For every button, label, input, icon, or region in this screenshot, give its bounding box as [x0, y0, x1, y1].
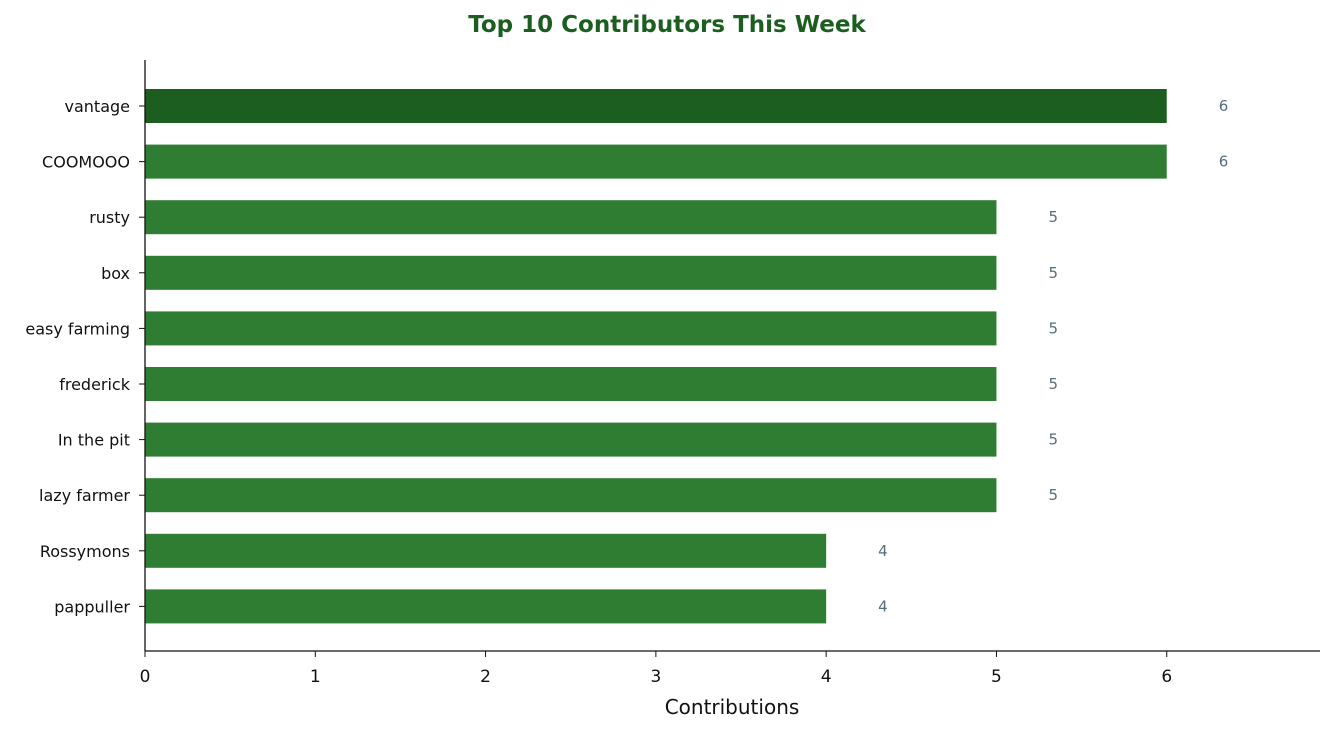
bar — [145, 311, 997, 346]
bars-layer: 6 6 5 5 5 5 5 5 4 4 — [145, 89, 1229, 624]
bar — [145, 255, 997, 290]
value-label: 5 — [1048, 208, 1058, 226]
value-label: 5 — [1048, 486, 1058, 504]
x-tick-label: 0 — [140, 667, 151, 687]
bar — [145, 533, 827, 568]
bar — [145, 478, 997, 513]
category-label: box — [101, 264, 130, 283]
x-tick-label: 1 — [310, 667, 321, 687]
x-tick-label: 3 — [650, 667, 661, 687]
axes-layer: vantage COOMOOO rusty box easy farming freder… — [25, 60, 1320, 687]
chart-title: Top 10 Contributors This Week — [468, 12, 866, 38]
value-label: 6 — [1219, 153, 1229, 171]
x-tick-label: 2 — [480, 667, 491, 687]
category-label: lazy farmer — [39, 486, 130, 505]
value-label: 5 — [1048, 375, 1058, 393]
category-label: Rossymons — [40, 542, 130, 561]
value-label: 5 — [1048, 264, 1058, 282]
bar — [145, 144, 1167, 179]
category-label: pappuller — [54, 597, 130, 616]
bar — [145, 367, 997, 401]
category-label: vantage — [65, 97, 131, 116]
x-tick-label: 6 — [1161, 667, 1172, 687]
bar — [145, 589, 827, 624]
value-label: 4 — [878, 597, 888, 615]
category-label: COOMOOO — [42, 153, 130, 172]
value-label: 5 — [1048, 431, 1058, 449]
bar — [145, 422, 997, 457]
value-label: 5 — [1048, 319, 1058, 337]
bar — [145, 200, 997, 235]
x-tick-label: 5 — [991, 667, 1002, 687]
bar — [145, 89, 1167, 123]
category-label: rusty — [89, 208, 130, 227]
category-label: frederick — [59, 375, 131, 394]
x-tick-label: 4 — [821, 667, 832, 687]
category-label: easy farming — [25, 319, 130, 338]
value-label: 6 — [1219, 97, 1229, 115]
x-axis-title: Contributions — [665, 695, 800, 719]
category-label: In the pit — [58, 431, 130, 450]
value-label: 4 — [878, 542, 888, 560]
